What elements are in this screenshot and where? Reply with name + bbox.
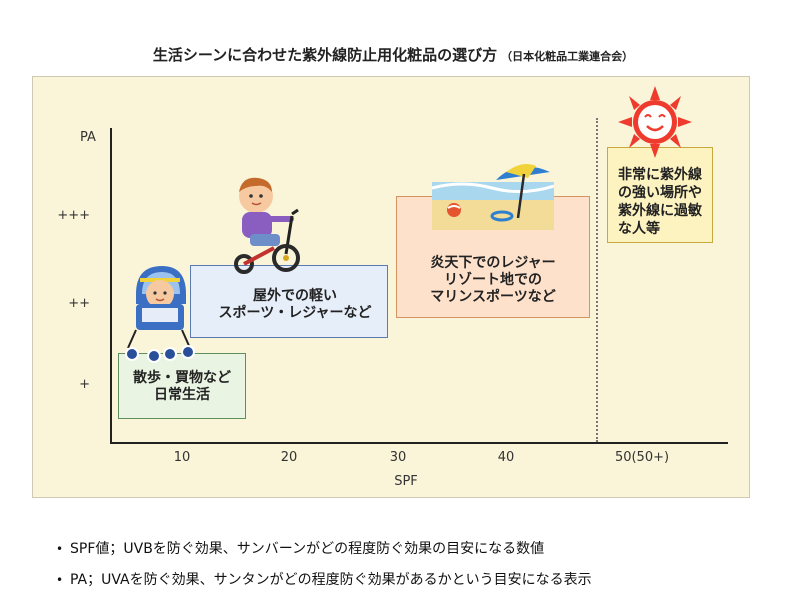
child-tricycle-icon xyxy=(234,177,300,274)
title-source: （日本化粧品工業連合会） xyxy=(501,50,634,63)
note-pa: • PA；UVAを防ぐ効果、サンタンがどの程度防ぐ効果があるかという目安になる表… xyxy=(56,569,592,593)
note-text: SPF値；UVBを防ぐ効果、サンバーンがどの程度防ぐ効果の目安になる数値 xyxy=(70,541,545,557)
spf50-divider-line xyxy=(596,118,598,442)
smiling-sun-icon xyxy=(618,86,692,158)
x-tick-label: 50(50+) xyxy=(614,450,670,465)
scene-box-line: リゾート地での xyxy=(444,272,542,288)
bullet-icon: • xyxy=(56,542,64,556)
scene-box-line: な人等 xyxy=(618,221,660,237)
x-axis-title: SPF xyxy=(394,474,418,489)
y-axis-line xyxy=(110,128,112,444)
y-tick-label: ++ xyxy=(68,296,90,311)
scene-box-strong-uv: 非常に紫外線 の強い場所や 紫外線に過敏 な人等 xyxy=(607,147,713,243)
scene-box-line: の強い場所や xyxy=(618,185,702,201)
note-spf: • SPF値；UVBを防ぐ効果、サンバーンがどの程度防ぐ効果の目安になる数値 xyxy=(56,538,592,562)
y-tick-label: +++ xyxy=(57,208,90,223)
stroller-baby-icon xyxy=(125,266,195,363)
scene-box-line: 紫外線に過敏 xyxy=(618,203,702,219)
scene-box-light-sports: 屋外での軽い スポーツ・レジャーなど xyxy=(190,265,388,338)
x-axis-line xyxy=(110,442,728,444)
scene-box-line: 炎天下でのレジャー xyxy=(430,255,556,271)
scene-box-line: 散歩・買物など xyxy=(133,370,231,386)
x-tick-label: 30 xyxy=(389,450,407,465)
note-text: PA；UVAを防ぐ効果、サンタンがどの程度防ぐ効果があるかという目安になる表示 xyxy=(70,572,592,588)
scene-box-line: 屋外での軽い xyxy=(253,288,337,304)
title-main: 生活シーンに合わせた紫外線防止用化粧品の選び方 xyxy=(152,46,498,64)
notes-list: • SPF値；UVBを防ぐ効果、サンバーンがどの程度防ぐ効果の目安になる数値 •… xyxy=(56,538,592,600)
page-title: 生活シーンに合わせた紫外線防止用化粧品の選び方 （日本化粧品工業連合会） xyxy=(0,44,786,65)
y-tick-label: + xyxy=(79,377,90,392)
scene-box-daily-life: 散歩・買物など 日常生活 xyxy=(118,353,246,419)
scene-box-line: 非常に紫外線 xyxy=(618,167,702,183)
x-tick-label: 20 xyxy=(280,450,298,465)
x-tick-label: 10 xyxy=(173,450,191,465)
bullet-icon: • xyxy=(56,573,64,587)
x-tick-label: 40 xyxy=(497,450,515,465)
y-axis-title: PA xyxy=(80,130,96,145)
scene-box-line: マリンスポーツなど xyxy=(430,289,556,305)
scene-box-line: 日常生活 xyxy=(154,387,210,403)
beach-umbrella-icon xyxy=(432,164,554,230)
scene-box-line: スポーツ・レジャーなど xyxy=(218,305,372,321)
